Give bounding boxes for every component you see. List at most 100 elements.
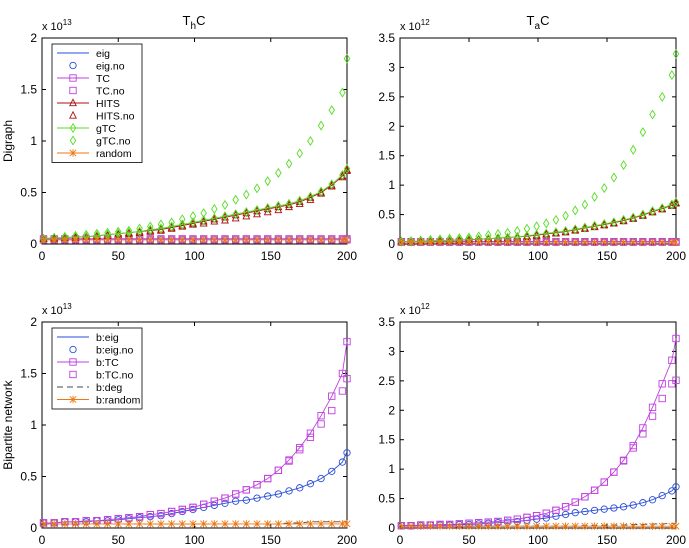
- data-point: [285, 158, 293, 169]
- panel-digraph-tac: TaC x 1012 0 50 100 150 200 0 0.5 1 1.5 2 2.5 3 3.5: [378, 13, 686, 263]
- data-point: [620, 238, 628, 246]
- data-point: [523, 223, 531, 234]
- data-point: [581, 238, 589, 246]
- y-tick-label: 3: [388, 60, 395, 74]
- data-point: [571, 238, 579, 246]
- data-point: [343, 53, 351, 64]
- data-point: [562, 238, 570, 246]
- data-point: [532, 511, 541, 520]
- data-point: [264, 202, 271, 213]
- data-point: [426, 238, 434, 246]
- series-group: [39, 53, 351, 244]
- data-point: [285, 520, 293, 528]
- data-point: [504, 522, 512, 530]
- legend-label: gTC.no: [96, 136, 131, 148]
- data-point: [672, 522, 680, 530]
- data-point: [590, 486, 599, 494]
- series-b-random: [40, 520, 351, 528]
- data-point: [658, 203, 666, 214]
- data-point: [253, 481, 261, 489]
- data-point: [504, 238, 512, 246]
- data-point: [189, 217, 197, 228]
- data-point: [296, 446, 304, 454]
- data-point: [306, 236, 314, 244]
- x-ticks: 0 50 100 150 200: [39, 322, 357, 547]
- data-point: [407, 522, 415, 530]
- panel-bipartite-tac: x 1012 0 50 100 150 200 0 0.5 1 1.5 2 2.5 3 3.5: [378, 302, 686, 547]
- data-point: [328, 406, 336, 415]
- data-point: [264, 520, 272, 528]
- data-point: [61, 236, 69, 244]
- data-point: [285, 202, 293, 211]
- data-point: [243, 207, 250, 218]
- data-point: [168, 221, 175, 232]
- data-point: [484, 522, 492, 530]
- y-multiplier: x 1013: [42, 18, 72, 33]
- data-point: [242, 496, 251, 504]
- legend-label: random: [96, 148, 132, 160]
- legend-label: b:TC: [96, 357, 119, 369]
- legend-label: gTC: [96, 123, 116, 135]
- legend-label: b:TC.no: [96, 370, 134, 382]
- data-point: [513, 522, 521, 530]
- data-point: [253, 236, 261, 244]
- y-tick-label: 1: [388, 178, 395, 192]
- data-point: [157, 219, 165, 230]
- data-point: [339, 87, 346, 98]
- x-tick-label: 100: [184, 533, 204, 547]
- data-point: [629, 501, 637, 509]
- y-tick-label: 1.5: [20, 367, 37, 381]
- data-point: [629, 144, 637, 155]
- data-point: [274, 205, 283, 214]
- data-point: [561, 510, 570, 519]
- data-point: [178, 505, 186, 514]
- data-point: [285, 487, 293, 495]
- x-tick-label: 50: [462, 249, 476, 263]
- data-point: [494, 238, 502, 246]
- data-point: [668, 356, 676, 364]
- y-tick-label: 1: [30, 134, 37, 148]
- data-point: [147, 221, 154, 232]
- data-point: [104, 236, 112, 244]
- panel-bipartite-thc: x 1013 Bipartite network 0 50 100 150 200 00…: [1, 302, 357, 547]
- data-point: [581, 507, 589, 516]
- data-point: [552, 214, 560, 225]
- y-tick-label: 3: [388, 344, 395, 358]
- data-point: [210, 501, 218, 509]
- data-point: [114, 236, 122, 244]
- legend-label: eig: [96, 48, 110, 60]
- data-point: [93, 236, 101, 244]
- data-point: [658, 491, 666, 500]
- x-tick-label: 50: [462, 533, 476, 547]
- data-point: [591, 191, 598, 202]
- data-point: [125, 225, 133, 236]
- series-random: [397, 238, 680, 246]
- y-tick-label: 0: [388, 521, 395, 535]
- data-point: [136, 520, 144, 528]
- y-tick-label: 2: [30, 31, 37, 45]
- data-point: [232, 520, 240, 528]
- y-axis-label: Digraph: [1, 120, 15, 162]
- legend-marker: [69, 61, 77, 70]
- y-ticks: 0 0.5 1 1.5 2 2.5 3 3.5: [378, 31, 676, 251]
- data-point: [232, 194, 239, 205]
- data-point: [581, 493, 589, 501]
- series-b-random: [397, 522, 680, 530]
- data-point: [446, 522, 454, 530]
- data-point: [296, 148, 303, 159]
- data-point: [168, 520, 176, 528]
- data-point: [475, 238, 483, 246]
- series-line: [43, 341, 348, 524]
- panel-title: TaC: [527, 13, 550, 32]
- data-point: [417, 238, 425, 246]
- legend-item: b:eig: [57, 332, 119, 344]
- y-tick-label: 1.5: [20, 83, 37, 97]
- data-point: [562, 226, 569, 237]
- data-point: [221, 236, 229, 244]
- data-point: [72, 236, 80, 244]
- data-point: [610, 238, 618, 246]
- legend-label: b:eig: [96, 332, 119, 344]
- x-tick-label: 100: [528, 249, 548, 263]
- panel-digraph-thc: ThC x 1013 Digraph 0 50 100 150 200 0 0.5 1 1.5…: [1, 13, 357, 263]
